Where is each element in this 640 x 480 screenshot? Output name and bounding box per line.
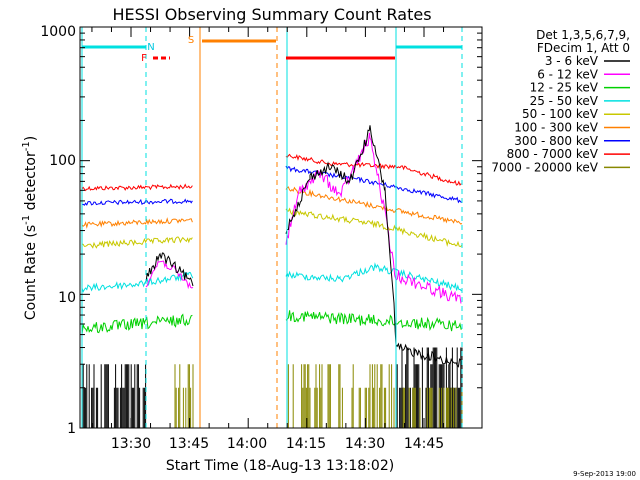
series-12-25-kev-a [81, 313, 193, 335]
y-tick-label-10: 10 [58, 290, 76, 306]
series-800-7000-kev-a [81, 183, 193, 192]
axis-layer [79, 26, 483, 429]
flag-label-saa: S [188, 35, 194, 46]
series-7000-20000-kev-c [402, 387, 463, 428]
legend-item-label: 12 - 25 keV [530, 81, 599, 95]
legend-item-label: 25 - 50 keV [530, 94, 599, 108]
flag-label-night: N [147, 42, 154, 53]
legend-item-label: 6 - 12 keV [537, 67, 599, 81]
series-12-25-kev-b [285, 310, 462, 332]
legend-header-line1: Det 1,3,5,6,7,9, [536, 28, 630, 42]
series-3-6-kev-a [145, 252, 194, 287]
legend-item-label: 800 - 7000 keV [507, 147, 599, 161]
y-label-sup-b: -1 [21, 141, 32, 151]
x-tick-label-1400: 14:00 [227, 436, 267, 452]
series-3-6-kev-b [285, 125, 463, 368]
series-6-12-kev-b [285, 132, 462, 304]
series-300-800-kev-a [81, 198, 193, 206]
data-layer [81, 27, 463, 428]
series-50-100-kev-a [81, 236, 193, 249]
series-50-100-kev-b [285, 207, 462, 248]
y-tick-label-1000: 1000 [40, 24, 76, 40]
legend-item-label: 300 - 800 keV [514, 134, 598, 148]
x-tick-label-1445: 14:45 [404, 436, 444, 452]
flag-label-flare: F [141, 53, 147, 64]
x-tick-label-1430: 14:30 [345, 436, 385, 452]
series-25-50-kev-b [285, 262, 462, 292]
chart-title: HESSI Observing Summary Count Rates [112, 5, 431, 24]
series-7000-20000-kev-b [287, 364, 395, 428]
series-800-7000-kev-b [285, 153, 462, 186]
series-7000-20000-kev-a [174, 364, 194, 428]
x-tick-label-1330: 13:30 [111, 436, 151, 452]
x-tick-label-1415: 14:15 [286, 436, 326, 452]
series-3-6-kev-spikes-a [82, 364, 147, 428]
y-axis-label: Count Rate (s-1 detector-1) [21, 136, 39, 320]
y-label-sup-a: -1 [21, 215, 32, 225]
legend-item-label: 7000 - 20000 keV [491, 160, 598, 174]
x-tick-label-1345: 13:45 [169, 436, 209, 452]
legend-item-label: 3 - 6 keV [545, 54, 599, 68]
series-25-50-kev-a [81, 271, 194, 293]
series-6-12-kev-a [145, 260, 194, 290]
legend-item-label: 50 - 100 keV [522, 107, 599, 121]
x-axis-label: Start Time (18-Aug-13 13:18:02) [166, 458, 394, 474]
plot-frame [79, 26, 483, 429]
y-label-part-c: ) [23, 136, 39, 141]
footer-date: 9-Sep-2013 19:00 [573, 470, 636, 478]
y-tick-label-1: 1 [67, 421, 76, 437]
y-label-part-b: detector [23, 151, 39, 215]
legend-item-label: 100 - 300 keV [514, 121, 598, 135]
legend: Det 1,3,5,6,7,9, FDecim 1, Att 0 3 - 6 k… [491, 28, 630, 174]
y-label-part-a: Count Rate (s [23, 225, 39, 320]
series-300-800-kev-b [285, 165, 463, 204]
y-tick-label-100: 100 [49, 153, 76, 169]
series-100-300-kev-b [285, 186, 463, 225]
series-100-300-kev-a [81, 217, 193, 229]
legend-header-line2: FDecim 1, Att 0 [537, 41, 630, 55]
